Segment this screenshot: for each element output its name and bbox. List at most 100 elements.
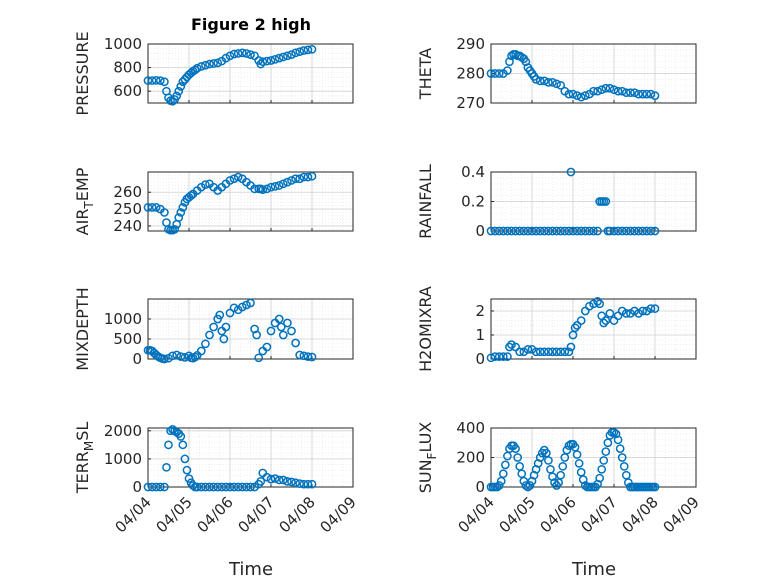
data-point (507, 226, 516, 236)
data-point (621, 309, 631, 318)
data-point (593, 226, 602, 236)
data-point (303, 172, 313, 182)
data-point (619, 462, 629, 471)
data-point (642, 226, 652, 236)
data-point (574, 459, 584, 468)
data-point (572, 91, 582, 100)
data-point (492, 482, 502, 492)
data-point (155, 482, 165, 492)
data-point (576, 226, 586, 236)
data-point (486, 226, 496, 236)
data-point (599, 318, 609, 328)
data-point (266, 56, 276, 65)
data-point (564, 347, 574, 357)
data-point (283, 51, 292, 61)
data-point (505, 342, 514, 352)
data-point (589, 86, 598, 96)
data-point (237, 48, 247, 58)
data-point (190, 65, 200, 75)
data-point (168, 96, 177, 106)
y-axis-label: AIRTEMP (73, 167, 96, 235)
data-point (303, 45, 313, 55)
data-point (626, 88, 635, 98)
data-point (291, 478, 300, 488)
data-point (147, 482, 157, 492)
data-point (262, 184, 272, 194)
data-point (221, 322, 231, 332)
data-point (564, 226, 574, 236)
data-point (151, 482, 161, 492)
data-point (225, 176, 235, 185)
data-point (503, 66, 512, 75)
data-point (544, 78, 553, 87)
data-point (597, 85, 607, 95)
data-point (178, 440, 188, 450)
data-point (274, 53, 284, 63)
data-point (544, 347, 553, 357)
data-point (568, 226, 578, 236)
data-point (209, 482, 218, 492)
subplot-6: 0 1 2 H2OMIXRA (416, 286, 697, 372)
data-point (299, 172, 309, 182)
data-point (486, 69, 496, 78)
data-point (246, 482, 255, 492)
data-point (176, 352, 186, 361)
data-point (192, 63, 202, 73)
data-point (642, 89, 652, 99)
data-point (609, 226, 619, 236)
data-point (552, 347, 561, 357)
data-point (531, 75, 541, 84)
data-point (650, 304, 660, 313)
data-point (621, 226, 631, 236)
data-point (638, 89, 648, 99)
data-point (258, 57, 268, 67)
data-point (539, 76, 549, 86)
data-point (246, 50, 255, 59)
data-point (601, 316, 611, 325)
data-point (613, 86, 623, 96)
data-point (143, 203, 153, 212)
data-point (523, 482, 533, 492)
data-point (221, 482, 231, 492)
subplot-1: 600 800 1000 PRESSURE (73, 31, 354, 116)
data-point (503, 226, 512, 236)
data-point (266, 474, 276, 484)
data-point (186, 191, 196, 200)
data-point (613, 435, 623, 445)
data-point (560, 226, 570, 236)
data-point (515, 347, 525, 357)
data-point (531, 226, 541, 236)
data-point (490, 69, 500, 78)
data-point (523, 226, 533, 236)
data-point (213, 58, 223, 68)
data-point (201, 60, 210, 70)
data-point (242, 482, 251, 492)
data-point (548, 347, 557, 357)
y-tick-label: 1000 (104, 35, 142, 53)
data-point (597, 464, 607, 474)
data-point (617, 86, 627, 96)
data-point (507, 51, 516, 61)
data-point (201, 482, 210, 492)
data-point (601, 447, 611, 456)
data-point (562, 445, 572, 455)
data-point (233, 49, 243, 58)
data-point (190, 352, 200, 362)
data-point (589, 226, 598, 236)
data-point (556, 347, 566, 357)
y-tick-label: 1000 (104, 450, 142, 468)
subplot-2: 270 280 290 THETA (416, 35, 697, 112)
data-point (535, 76, 545, 86)
data-point (494, 226, 504, 236)
data-point (278, 179, 288, 189)
data-point (254, 353, 264, 363)
y-tick-label: 0 (475, 350, 485, 368)
y-axis-label: SUNFLUX (416, 422, 439, 494)
data-point (256, 477, 266, 486)
data-point (162, 462, 171, 472)
axes-frame (147, 43, 354, 104)
data-point (160, 354, 169, 364)
data-point (601, 197, 611, 206)
data-point (580, 91, 590, 100)
